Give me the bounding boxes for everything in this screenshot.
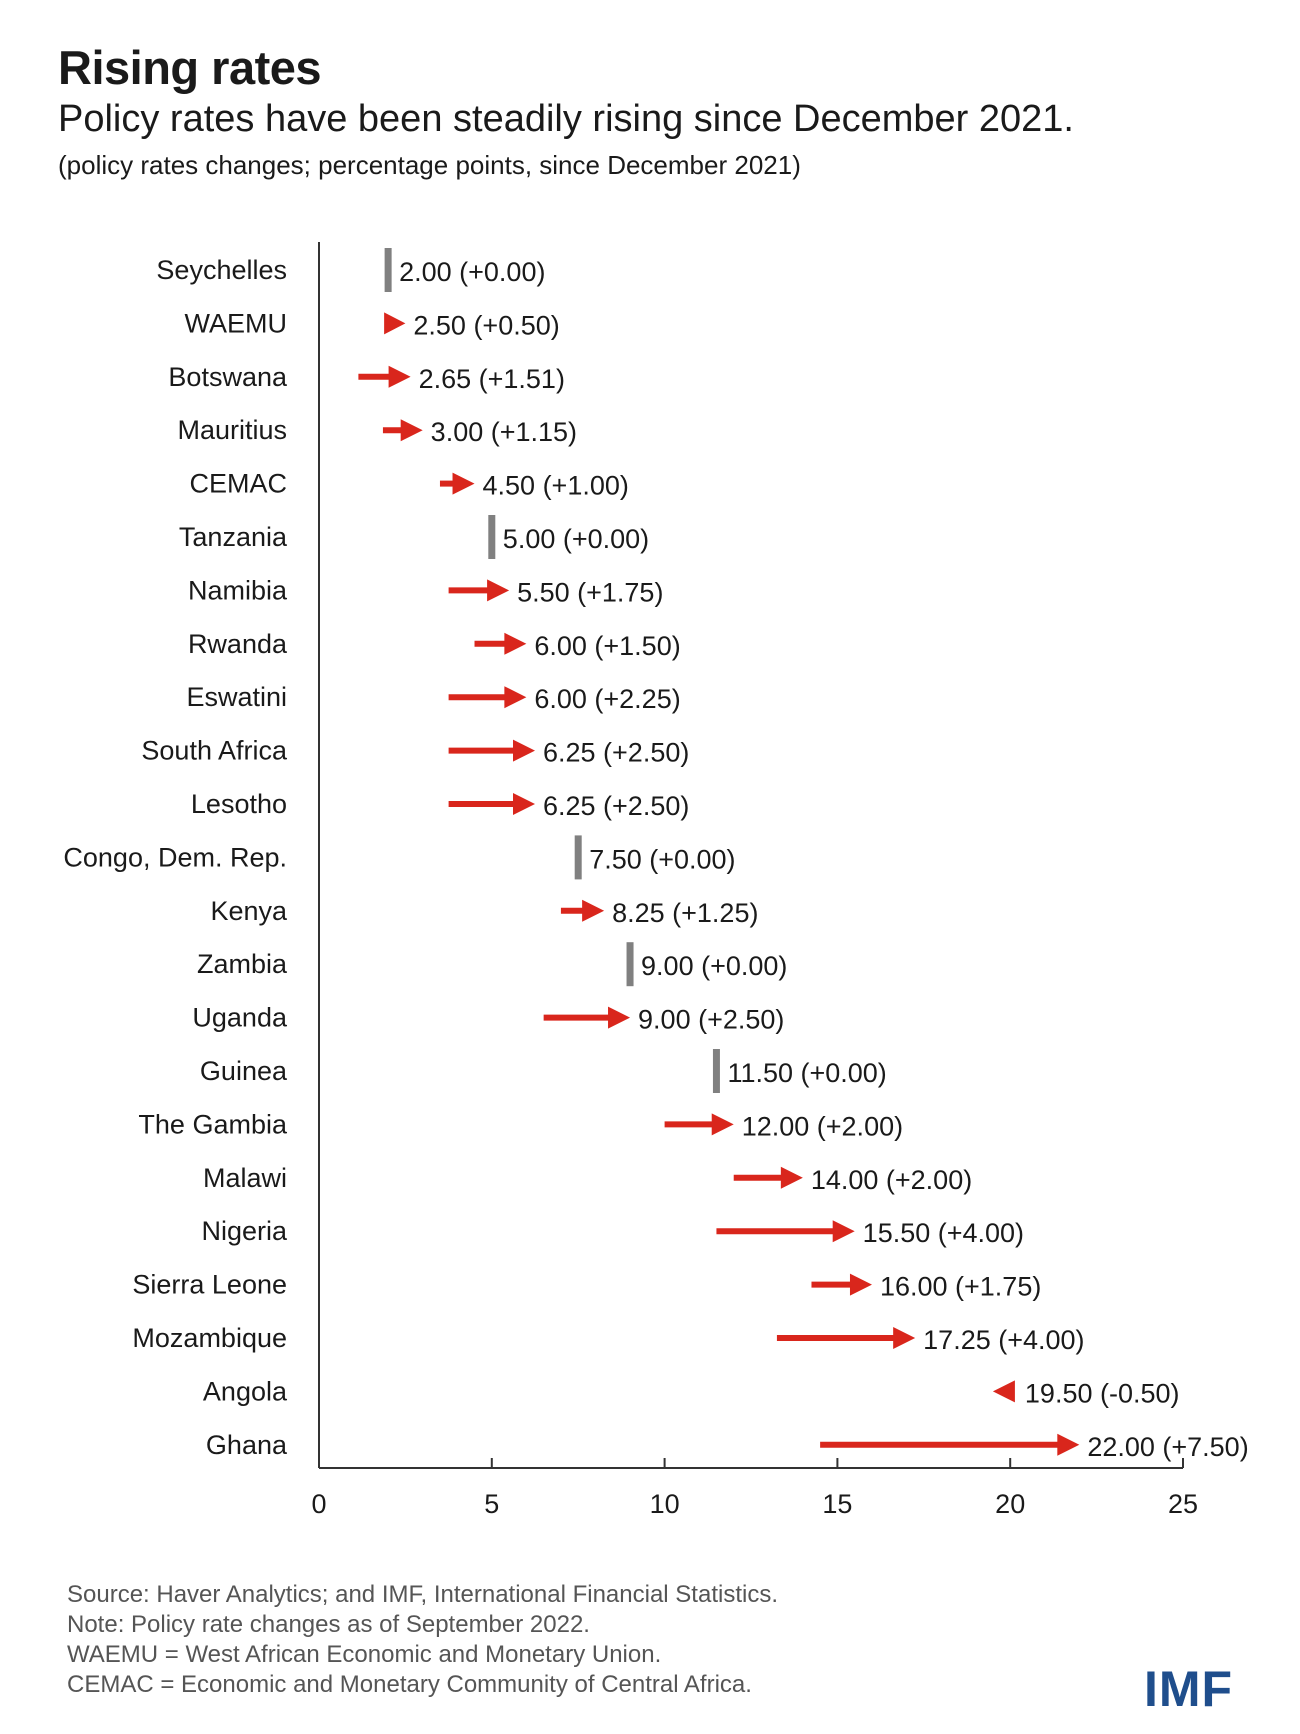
category-label-eswatini: Eswatini — [186, 682, 287, 712]
category-label-seychelles: Seychelles — [156, 255, 287, 285]
category-label-malawi: Malawi — [203, 1163, 287, 1193]
chart-unit-note: (policy rates changes; percentage points… — [58, 150, 801, 180]
nochange-marker-seychelles — [384, 248, 392, 292]
category-label-lesotho: Lesotho — [191, 789, 287, 819]
arrow-head-waemu — [384, 312, 406, 335]
data-label-cemac: 4.50 (+1.00) — [483, 471, 629, 501]
x-tick-label-25: 25 — [1168, 1489, 1198, 1519]
category-label-waemu: WAEMU — [185, 308, 288, 338]
category-label-mauritius: Mauritius — [177, 415, 287, 445]
category-label-cemac: CEMAC — [189, 469, 287, 499]
arrow-chart: 0 5 10 15 20 25 Seychelles 2.00 (+0.00) WAEMU 2.5… — [63, 242, 1249, 1519]
category-label-the-gambia: The Gambia — [138, 1109, 288, 1139]
data-label-tanzania: 5.00 (+0.00) — [503, 524, 649, 554]
data-label-zambia: 9.00 (+0.00) — [641, 951, 787, 981]
data-label-south-africa: 6.25 (+2.50) — [543, 738, 689, 768]
arrow-head-cemac — [452, 472, 475, 495]
arrow-head-uganda — [608, 1006, 631, 1029]
category-label-guinea: Guinea — [200, 1056, 288, 1086]
footnote-source: Source: Haver Analytics; and IMF, Intern… — [67, 1581, 778, 1608]
data-label-uganda: 9.00 (+2.50) — [638, 1005, 784, 1035]
arrow-head-malawi — [780, 1166, 803, 1189]
arrow-head-south-africa — [513, 739, 535, 762]
x-tick-label-10: 10 — [650, 1489, 680, 1519]
category-label-nigeria: Nigeria — [201, 1216, 288, 1246]
category-label-uganda: Uganda — [192, 1003, 288, 1033]
data-label-the-gambia: 12.00 (+2.00) — [742, 1111, 903, 1141]
data-label-sierra-leone: 16.00 (+1.75) — [880, 1272, 1041, 1302]
data-label-congo-dem-rep: 7.50 (+0.00) — [589, 844, 735, 874]
x-tick-label-20: 20 — [995, 1489, 1025, 1519]
arrow-head-eswatini — [504, 686, 527, 709]
category-label-sierra-leone: Sierra Leone — [132, 1270, 287, 1300]
category-label-kenya: Kenya — [210, 896, 288, 926]
data-label-nigeria: 15.50 (+4.00) — [863, 1218, 1024, 1248]
nochange-marker-congo-dem-rep — [574, 835, 582, 880]
arrow-head-namibia — [487, 579, 510, 602]
arrow-head-angola — [992, 1380, 1015, 1403]
arrow-head-ghana — [1057, 1433, 1080, 1456]
category-label-tanzania: Tanzania — [179, 522, 288, 552]
arrow-head-rwanda — [504, 632, 527, 655]
data-label-guinea: 11.50 (+0.00) — [727, 1058, 886, 1088]
category-label-congo-dem-rep: Congo, Dem. Rep. — [63, 842, 287, 872]
data-label-eswatini: 6.00 (+2.25) — [534, 684, 680, 714]
footnote-note: Note: Policy rate changes as of Septembe… — [67, 1611, 590, 1638]
nochange-marker-guinea — [712, 1049, 720, 1093]
imf-logo: IMF — [1144, 1661, 1234, 1717]
category-label-mozambique: Mozambique — [132, 1323, 287, 1353]
category-label-botswana: Botswana — [168, 362, 288, 392]
data-label-rwanda: 6.00 (+1.50) — [534, 631, 680, 661]
arrow-head-mozambique — [893, 1327, 916, 1349]
data-label-kenya: 8.25 (+1.25) — [612, 898, 758, 928]
data-label-angola: 19.50 (-0.50) — [1025, 1378, 1180, 1408]
footnote-waemu: WAEMU = West African Economic and Moneta… — [67, 1641, 662, 1668]
nochange-marker-zambia — [626, 942, 634, 987]
chart-subtitle: Policy rates have been steadily rising s… — [58, 98, 1074, 140]
category-label-rwanda: Rwanda — [188, 629, 288, 659]
chart-title: Rising rates — [58, 41, 322, 94]
arrow-head-lesotho — [513, 793, 535, 815]
data-label-seychelles: 2.00 (+0.00) — [399, 257, 545, 287]
category-label-ghana: Ghana — [206, 1430, 288, 1460]
arrow-head-the-gambia — [711, 1113, 734, 1136]
footnotes: Source: Haver Analytics; and IMF, Intern… — [67, 1580, 778, 1700]
data-label-ghana: 22.00 (+7.50) — [1087, 1432, 1248, 1462]
arrow-head-kenya — [582, 899, 605, 922]
arrow-head-botswana — [388, 365, 411, 388]
category-label-namibia: Namibia — [188, 575, 288, 605]
x-tick-label-0: 0 — [311, 1489, 326, 1519]
arrow-head-nigeria — [832, 1220, 855, 1243]
data-label-malawi: 14.00 (+2.00) — [811, 1165, 972, 1195]
arrow-head-sierra-leone — [849, 1273, 872, 1296]
arrow-head-mauritius — [400, 419, 423, 442]
category-label-angola: Angola — [203, 1376, 288, 1406]
data-label-mozambique: 17.25 (+4.00) — [923, 1325, 1084, 1355]
footnote-cemac: CEMAC = Economic and Monetary Community … — [67, 1671, 752, 1698]
data-label-mauritius: 3.00 (+1.15) — [431, 417, 577, 447]
data-label-namibia: 5.50 (+1.75) — [517, 577, 663, 607]
x-tick-label-15: 15 — [822, 1489, 852, 1519]
data-label-lesotho: 6.25 (+2.50) — [543, 791, 689, 821]
nochange-marker-tanzania — [488, 515, 496, 559]
data-label-waemu: 2.50 (+0.50) — [413, 310, 559, 340]
x-tick-label-5: 5 — [484, 1489, 499, 1519]
data-label-botswana: 2.65 (+1.51) — [419, 364, 565, 394]
category-label-zambia: Zambia — [197, 949, 288, 979]
category-label-south-africa: South Africa — [141, 736, 288, 766]
